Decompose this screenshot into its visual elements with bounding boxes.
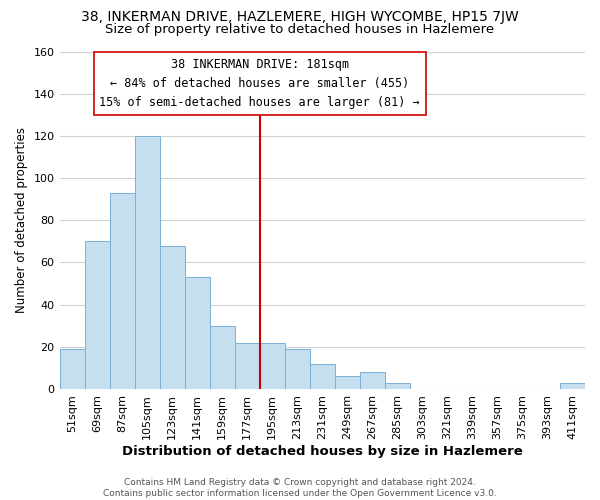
Bar bbox=[335, 376, 360, 389]
Bar bbox=[560, 382, 585, 389]
Bar bbox=[260, 342, 285, 389]
Text: Size of property relative to detached houses in Hazlemere: Size of property relative to detached ho… bbox=[106, 22, 494, 36]
Bar bbox=[385, 382, 410, 389]
Bar bbox=[209, 326, 235, 389]
Bar bbox=[110, 193, 134, 389]
Bar bbox=[235, 342, 260, 389]
X-axis label: Distribution of detached houses by size in Hazlemere: Distribution of detached houses by size … bbox=[122, 444, 523, 458]
Bar bbox=[285, 349, 310, 389]
Bar bbox=[160, 246, 185, 389]
Bar bbox=[85, 242, 110, 389]
Bar bbox=[310, 364, 335, 389]
Bar bbox=[134, 136, 160, 389]
Text: 38, INKERMAN DRIVE, HAZLEMERE, HIGH WYCOMBE, HP15 7JW: 38, INKERMAN DRIVE, HAZLEMERE, HIGH WYCO… bbox=[81, 10, 519, 24]
Bar bbox=[360, 372, 385, 389]
Bar bbox=[185, 277, 209, 389]
Text: Contains HM Land Registry data © Crown copyright and database right 2024.
Contai: Contains HM Land Registry data © Crown c… bbox=[103, 478, 497, 498]
Text: 38 INKERMAN DRIVE: 181sqm
← 84% of detached houses are smaller (455)
15% of semi: 38 INKERMAN DRIVE: 181sqm ← 84% of detac… bbox=[100, 58, 420, 109]
Y-axis label: Number of detached properties: Number of detached properties bbox=[15, 127, 28, 313]
Bar bbox=[59, 349, 85, 389]
